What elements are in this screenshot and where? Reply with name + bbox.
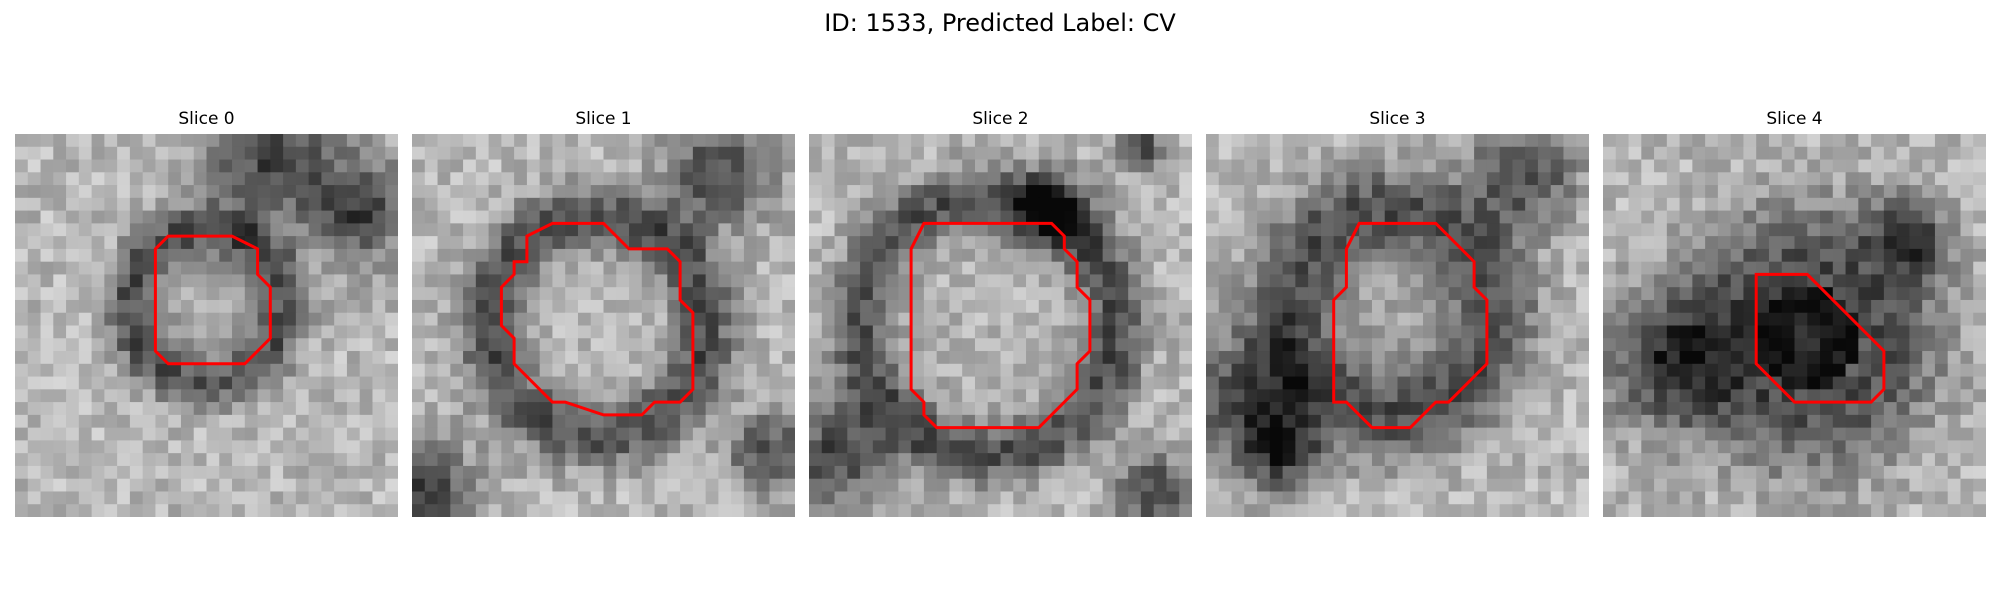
roi-contour — [909, 221, 1092, 430]
slice-title: Slice 1 — [575, 109, 632, 129]
slice-title: Slice 0 — [178, 109, 235, 129]
figure-title: ID: 1533, Predicted Label: CV — [824, 9, 1176, 37]
roi-contour — [499, 221, 695, 417]
roi-contour — [1754, 272, 1886, 404]
slice-panel: Slice 0 — [15, 107, 398, 517]
slice-image — [1603, 134, 1986, 517]
slice-title: Slice 4 — [1766, 109, 1823, 129]
slice-panel: Slice 2 — [809, 107, 1192, 517]
roi-contour — [1332, 221, 1489, 430]
slice-image — [809, 134, 1192, 517]
slice-title: Slice 3 — [1369, 109, 1426, 129]
slice-panel: Slice 3 — [1206, 107, 1589, 517]
slice-image — [15, 134, 398, 517]
slice-panel: Slice 1 — [412, 107, 795, 517]
slice-image — [412, 134, 795, 517]
slice-panel: Slice 4 — [1603, 107, 1986, 517]
slice-image — [1206, 134, 1589, 517]
slice-title: Slice 2 — [972, 109, 1029, 129]
roi-contour — [153, 234, 272, 366]
